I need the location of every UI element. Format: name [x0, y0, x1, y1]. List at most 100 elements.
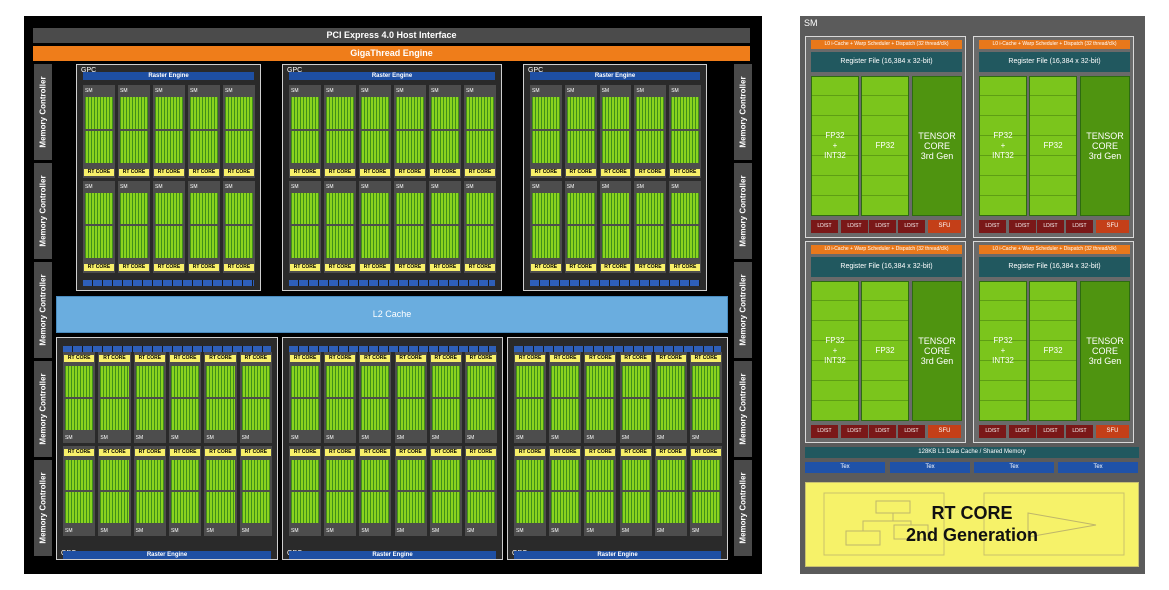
- memory-interface-bar: [63, 346, 271, 352]
- rt-core: RT CORE: [465, 355, 496, 362]
- cuda-cores: [396, 130, 424, 163]
- l2-cache: L2 Cache: [56, 296, 728, 333]
- sm-unit: SM RT CORE: [564, 85, 597, 178]
- memory-controller-label: Memory Controller: [738, 175, 748, 247]
- rt-core: RT CORE: [655, 448, 686, 456]
- sm-unit: SM RT CORE: [464, 352, 497, 443]
- fp32-unit: FP32: [1029, 76, 1077, 216]
- ldst-unit: LD/ST: [979, 220, 1006, 233]
- sm-unit: SM RT CORE: [324, 352, 357, 443]
- sm-label: SM: [566, 183, 575, 190]
- rt-core: RT CORE: [84, 264, 114, 271]
- sm-unit: SM RT CORE: [429, 180, 461, 273]
- memory-interface-bar: [514, 346, 721, 352]
- cuda-cores: [516, 398, 545, 430]
- cuda-cores: [100, 492, 129, 523]
- cuda-cores: [225, 192, 253, 225]
- rt-core: RT CORE: [325, 168, 355, 176]
- rt-core: RT CORE: [515, 355, 546, 362]
- sm-label: SM: [100, 528, 108, 534]
- rt-core: RT CORE: [99, 448, 130, 456]
- cuda-cores: [691, 492, 720, 523]
- cuda-cores: [206, 366, 235, 397]
- fp32-unit: FP32: [861, 281, 909, 421]
- sm-unit: SM RT CORE: [584, 352, 617, 443]
- rt-core: RT CORE: [325, 448, 356, 456]
- cuda-cores: [466, 192, 494, 225]
- sm-label: SM: [516, 528, 524, 534]
- raster-engine: Raster Engine: [63, 551, 271, 559]
- cuda-cores: [190, 192, 218, 225]
- cuda-cores: [155, 97, 183, 129]
- cuda-cores: [636, 226, 665, 258]
- raster-engine: Raster Engine: [514, 551, 721, 559]
- sm-label: SM: [225, 183, 233, 190]
- cuda-cores: [431, 97, 459, 129]
- ldst-unit: LD/ST: [979, 425, 1006, 438]
- cuda-cores: [516, 366, 545, 397]
- sm-unit: SM RT CORE: [429, 445, 462, 536]
- memory-controller-label: Memory Controller: [38, 472, 48, 544]
- rt-core: RT CORE: [515, 448, 546, 456]
- cuda-cores: [100, 459, 129, 491]
- sm-label: SM: [431, 183, 439, 190]
- sm-label: SM: [241, 434, 250, 441]
- fp32-int32-label: FP32 + INT32: [992, 131, 1014, 160]
- fp32-label: FP32: [1043, 346, 1063, 355]
- cuda-cores: [206, 398, 235, 430]
- rt-core: RT CORE: [565, 168, 596, 176]
- cuda-cores: [601, 192, 630, 225]
- sm-label: SM: [326, 183, 334, 190]
- rt-core: RT CORE: [134, 355, 165, 362]
- sm-label: SM: [155, 88, 163, 94]
- cuda-cores: [291, 192, 319, 225]
- sm-unit: SM RT CORE: [359, 85, 391, 178]
- rt-core: RT CORE: [224, 264, 254, 271]
- sm-label: SM: [135, 528, 144, 534]
- cuda-cores: [636, 192, 665, 225]
- memory-controller: Memory Controller: [734, 64, 752, 160]
- sm-unit: SM RT CORE: [153, 180, 185, 273]
- rt-core: RT CORE: [635, 264, 666, 271]
- gpc-label: GPC: [528, 67, 544, 74]
- cuda-cores: [656, 492, 685, 523]
- memory-controller: Memory Controller: [34, 262, 52, 358]
- cuda-cores: [396, 366, 425, 397]
- fp32-label: FP32: [875, 346, 895, 355]
- rt-core: RT CORE: [600, 168, 631, 176]
- cuda-cores: [225, 130, 253, 163]
- sm-label: SM: [621, 434, 630, 441]
- cuda-cores: [85, 97, 113, 129]
- sm-label: SM: [85, 88, 93, 94]
- cuda-cores: [691, 398, 720, 430]
- fp32-label: FP32: [1043, 141, 1063, 150]
- cuda-cores: [431, 398, 460, 430]
- sm-label: SM: [671, 88, 679, 94]
- ldst-unit: LD/ST: [1009, 425, 1036, 438]
- sm-unit: SM RT CORE: [394, 352, 427, 443]
- warp-scheduler: L0 i-Cache + Warp Scheduler + Dispatch (…: [979, 245, 1130, 254]
- ldst-unit: LD/ST: [841, 425, 868, 438]
- cuda-cores: [532, 130, 560, 163]
- tensor-core: TENSOR CORE 3rd Gen: [1080, 76, 1130, 216]
- cuda-cores: [431, 492, 460, 523]
- sm-label: SM: [120, 183, 128, 190]
- cuda-cores: [466, 226, 494, 258]
- cuda-cores: [691, 366, 720, 397]
- sm-unit: SM RT CORE: [429, 85, 461, 178]
- sm-unit: SM RT CORE: [289, 85, 321, 178]
- ldst-unit: LD/ST: [898, 220, 925, 233]
- rt-core: RT CORE: [325, 355, 356, 362]
- register-file: Register File (16,384 x 32-bit): [811, 257, 962, 277]
- sm-label: SM: [621, 528, 630, 534]
- memory-interface-bar: [289, 346, 496, 352]
- sm-label: SM: [361, 434, 369, 441]
- cuda-cores: [206, 459, 235, 491]
- cuda-cores: [566, 192, 595, 225]
- rt-core: RT CORE: [99, 355, 130, 362]
- rt-core: RT CORE: [395, 168, 425, 176]
- rt-core: RT CORE: [170, 355, 201, 362]
- ldst-unit: LD/ST: [811, 425, 838, 438]
- rt-core: RT CORE: [64, 355, 95, 362]
